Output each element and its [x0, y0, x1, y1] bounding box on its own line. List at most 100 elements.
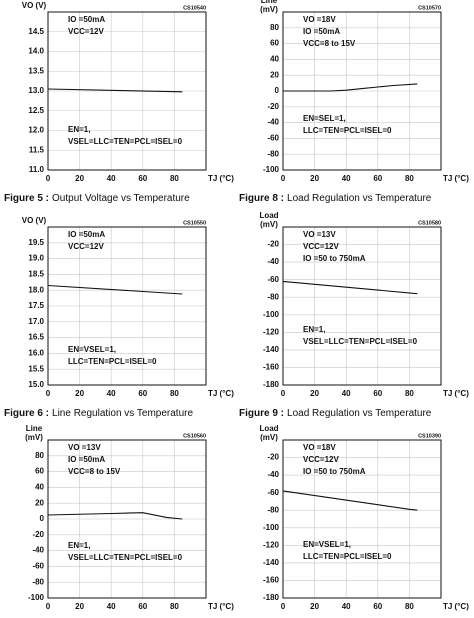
- y-tick-label: -60: [32, 562, 44, 571]
- y-tick-label: -100: [263, 523, 280, 532]
- y-tick-label: 18.5: [28, 270, 44, 279]
- x-tick-label: 40: [342, 174, 351, 183]
- annotation: EN=1,: [68, 541, 90, 550]
- x-tick-label: 60: [373, 174, 382, 183]
- x-axis-label: TJ (°C): [443, 602, 469, 611]
- x-tick-label: 60: [138, 389, 147, 398]
- x-tick-label: 40: [342, 389, 351, 398]
- y-tick-label: 16.5: [28, 333, 44, 342]
- x-tick-label: 80: [405, 602, 414, 611]
- x-tick-label: 80: [170, 389, 179, 398]
- y-tick-label: 20: [270, 70, 279, 79]
- y-axis-label: Line: [26, 424, 43, 433]
- y-tick-label: -120: [263, 540, 280, 549]
- chart-code: CS10570: [418, 5, 441, 11]
- y-tick-label: 40: [270, 55, 279, 64]
- figure-number: Figure 8 :: [239, 193, 284, 204]
- figure-title: Load Regulation vs Temperature: [287, 193, 432, 204]
- y-axis-label: (mV): [25, 433, 43, 442]
- figure-title: Load Regulation vs Temperature: [287, 408, 432, 419]
- annotation: VCC=12V: [68, 242, 104, 251]
- annotation: EN=1,: [303, 325, 325, 334]
- figure-number: Figure 5 :: [4, 193, 49, 204]
- x-tick-label: 0: [281, 389, 286, 398]
- x-tick-label: 20: [75, 389, 84, 398]
- y-tick-label: -20: [267, 453, 279, 462]
- annotation: EN=VSEL=1,: [68, 345, 116, 354]
- y-tick-label: -40: [32, 546, 44, 555]
- y-tick-label: -100: [28, 593, 45, 602]
- y-tick-label: 13.0: [28, 86, 44, 95]
- y-tick-label: 18.0: [28, 285, 44, 294]
- annotation: IO =50 to 750mA: [303, 254, 366, 263]
- plot-frame: [47, 226, 207, 386]
- x-tick-label: 40: [107, 602, 116, 611]
- y-tick-label: -120: [263, 327, 280, 336]
- y-tick-label: 14.0: [28, 47, 44, 56]
- y-tick-label: 0: [40, 514, 45, 523]
- y-axis-label: (mV): [260, 5, 278, 14]
- annotation: IO =50mA: [68, 455, 105, 464]
- x-tick-label: 40: [107, 389, 116, 398]
- y-tick-label: 20: [35, 498, 44, 507]
- annotation: VCC=12V: [68, 27, 104, 36]
- y-tick-label: -180: [263, 593, 280, 602]
- y-axis-label: (mV): [260, 220, 278, 229]
- x-tick-label: 60: [373, 602, 382, 611]
- x-tick-label: 80: [405, 389, 414, 398]
- figure-caption: Figure 8 : Load Regulation vs Temperature: [239, 193, 432, 204]
- x-tick-label: 0: [46, 174, 51, 183]
- x-tick-label: 60: [373, 389, 382, 398]
- y-tick-label: 12.0: [28, 126, 44, 135]
- x-axis-label: TJ (°C): [208, 174, 234, 183]
- x-tick-label: 20: [75, 602, 84, 611]
- y-tick-label: 12.5: [28, 106, 44, 115]
- annotation: VO =13V: [303, 230, 336, 239]
- y-tick-label: 80: [270, 23, 279, 32]
- y-tick-label: 11.0: [29, 165, 45, 174]
- x-tick-label: 0: [46, 602, 51, 611]
- y-axis-label: Load: [259, 211, 278, 220]
- y-tick-label: 19.5: [28, 238, 44, 247]
- x-tick-label: 60: [138, 174, 147, 183]
- plot-frame: [47, 439, 207, 599]
- y-axis-label: Load: [259, 424, 278, 433]
- annotation: VCC=12V: [303, 242, 339, 251]
- y-axis-label: VO (V): [22, 1, 47, 10]
- y-tick-label: -80: [267, 292, 279, 301]
- data-line: [282, 280, 418, 295]
- figure-title: Output Voltage vs Temperature: [52, 193, 190, 204]
- y-axis-label: (mV): [260, 433, 278, 442]
- y-tick-label: 14.5: [28, 27, 44, 36]
- x-tick-label: 60: [138, 602, 147, 611]
- x-tick-label: 0: [281, 602, 286, 611]
- plot-frame: [47, 11, 207, 171]
- y-tick-label: -80: [32, 577, 44, 586]
- x-tick-label: 20: [310, 389, 319, 398]
- annotation: IO =50mA: [68, 15, 105, 24]
- y-tick-label: 15.0: [28, 380, 44, 389]
- y-tick-label: 19.0: [28, 254, 44, 263]
- x-tick-label: 20: [310, 174, 319, 183]
- plot-frame: [282, 439, 442, 599]
- y-tick-label: -20: [267, 240, 279, 249]
- chart-code: CS10580: [418, 220, 441, 226]
- chart-code: CS10550: [183, 220, 206, 226]
- annotation: IO =50mA: [68, 230, 105, 239]
- y-tick-label: 16.0: [28, 349, 44, 358]
- y-tick-label: -60: [267, 488, 279, 497]
- figure-number: Figure 6 :: [4, 408, 49, 419]
- annotation: EN=VSEL=1,: [303, 540, 351, 549]
- x-tick-label: 80: [170, 602, 179, 611]
- y-tick-label: 17.5: [28, 301, 44, 310]
- x-axis-label: TJ (°C): [443, 174, 469, 183]
- x-axis-label: TJ (°C): [208, 389, 234, 398]
- y-tick-label: -80: [267, 505, 279, 514]
- y-tick-label: -140: [263, 558, 280, 567]
- annotation: LLC=TEN=PCL=ISEL=0: [303, 126, 392, 135]
- annotation: IO =50mA: [303, 27, 340, 36]
- data-line: [283, 83, 418, 92]
- y-tick-label: -40: [267, 118, 279, 127]
- y-tick-label: -40: [267, 257, 279, 266]
